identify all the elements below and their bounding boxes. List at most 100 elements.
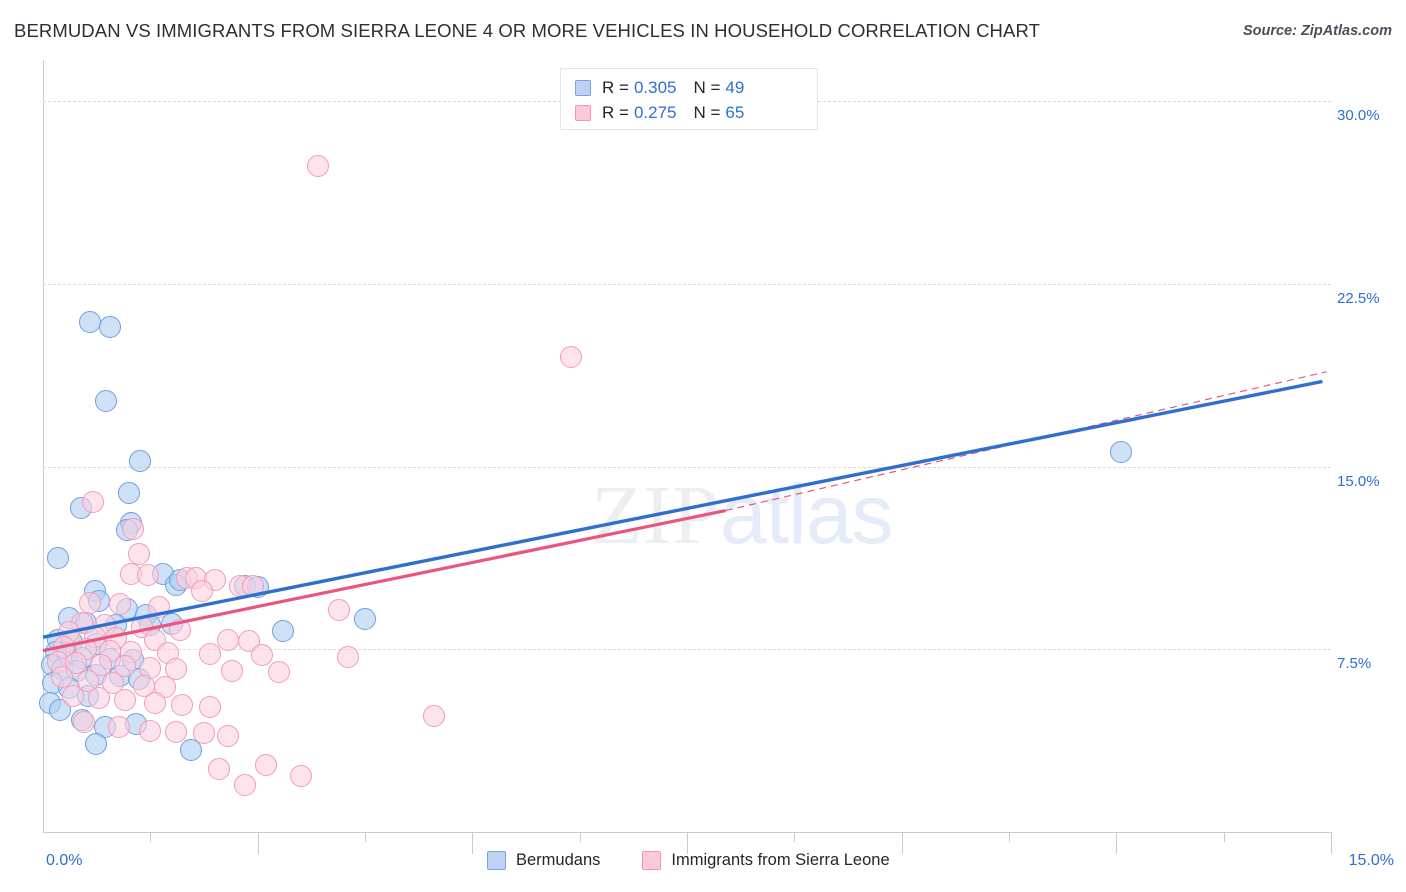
scatter-point[interactable] [171,694,194,717]
scatter-point[interactable] [250,644,273,667]
scatter-point[interactable] [117,482,140,505]
scatter-point[interactable] [233,773,256,796]
x-tick-major [257,832,259,854]
correlation-row-sierra-leone: R = 0.275 N = 65 [575,100,807,125]
scatter-point[interactable] [208,757,231,780]
trend-line-sierra-leone-extension [725,371,1327,512]
x-tick-minor [1009,832,1010,842]
page-title: BERMUDAN VS IMMIGRANTS FROM SIERRA LEONE… [14,20,1040,41]
scatter-point[interactable] [216,724,239,747]
x-tick-major [1116,832,1118,854]
scatter-point[interactable] [255,754,278,777]
scatter-point[interactable] [113,689,136,712]
scatter-point[interactable] [50,666,73,689]
scatter-point[interactable] [169,618,192,641]
scatter-point[interactable] [354,607,376,630]
scatter-point[interactable] [90,654,113,677]
x-tick-minor [579,832,581,842]
series-legend-item-sierra-leone[interactable]: Immigrants from Sierra Leone [642,851,890,870]
series-label-sierra-leone: Immigrants from Sierra Leone [671,851,890,869]
scatter-point[interactable] [199,643,222,666]
correlation-row-bermudans: R = 0.305 N = 49 [575,75,807,100]
watermark-atlas: atlas [720,467,893,561]
x-tick-minor [1223,832,1225,842]
trend-line-bermudans [42,379,1323,639]
zipatlas-watermark: ZIPatlas [591,472,893,558]
r-label-bermudans: R = [602,77,629,97]
gridline-15 [43,466,1331,468]
series-swatch-bermudans [487,851,506,870]
scatter-point[interactable] [136,564,159,587]
r-label-sierra-leone: R = [602,102,629,122]
scatter-point[interactable] [1109,441,1132,464]
n-label-sierra-leone: N = [693,102,721,122]
series-legend-item-bermudans[interactable]: Bermudans [487,851,600,870]
scatter-point[interactable] [422,705,445,728]
scatter-point[interactable] [85,733,108,756]
scatter-point[interactable] [73,711,96,734]
scatter-point[interactable] [179,739,202,762]
x-axis-max-label: 15.0% [1348,852,1394,869]
scatter-point[interactable] [165,721,188,744]
scatter-point[interactable] [289,764,312,787]
scatter-point[interactable] [216,628,239,651]
scatter-point[interactable] [147,595,170,618]
scatter-point[interactable] [143,691,166,714]
scatter-point[interactable] [129,449,152,472]
x-tick-minor [365,832,366,842]
scatter-point[interactable] [76,670,99,692]
y-tick-label: 15.0% [1337,472,1380,490]
r-value-sierra-leone: 0.275 [633,102,677,122]
n-value-bermudans: 49 [725,77,745,97]
scatter-point[interactable] [220,660,243,683]
scatter-point[interactable] [87,687,110,710]
series-legend: Bermudans Immigrants from Sierra Leone [487,851,922,870]
scatter-point[interactable] [306,154,329,177]
series-swatch-sierra-leone [642,851,662,870]
gridline-7.5 [43,649,1331,651]
scatter-point[interactable] [190,579,213,602]
x-tick-major [901,832,903,854]
x-tick-minor [150,832,152,842]
trend-lines-layer [42,371,1327,653]
gridline-22.5 [43,284,1331,286]
correlation-legend: R = 0.305 N = 49 R = 0.275 N = 65 [560,68,818,130]
scatter-point[interactable] [193,722,216,745]
legend-swatch-bermudans [575,79,591,96]
scatter-point[interactable] [79,310,102,333]
x-tick-major [472,832,474,854]
scatter-point[interactable] [94,389,117,412]
scatter-point[interactable] [98,315,121,338]
y-tick-label: 7.5% [1337,655,1372,673]
scatter-point[interactable] [81,491,104,513]
scatter-point[interactable] [268,661,291,684]
scatter-point[interactable] [272,620,295,643]
scatter-point[interactable] [46,547,69,570]
scatter-point[interactable] [113,655,136,678]
scatter-point[interactable] [199,695,222,718]
plot-area: ZIPatlas [38,60,1332,854]
scatter-point[interactable] [122,517,145,540]
scatter-point[interactable] [336,645,359,668]
x-tick-minor [794,832,796,842]
scatter-point[interactable] [560,346,583,369]
scatter-point[interactable] [107,716,130,739]
x-tick-major [1331,832,1332,854]
x-axis-min-label: 0.0% [46,852,83,869]
scatter-point[interactable] [102,672,125,695]
y-tick-label: 22.5% [1337,290,1380,308]
series-label-bermudans: Bermudans [516,851,601,869]
scatter-point[interactable] [328,599,351,622]
watermark-zip: ZIP [591,469,720,562]
legend-swatch-sierra-leone [575,104,591,121]
scatter-point[interactable] [139,719,162,742]
r-value-bermudans: 0.305 [633,77,677,97]
scatter-point[interactable] [165,657,188,680]
n-value-sierra-leone: 65 [725,102,745,122]
scatter-point[interactable] [62,684,85,707]
scatter-point[interactable] [64,651,87,674]
n-label-bermudans: N = [693,77,721,97]
x-tick-major [687,832,688,854]
y-tick-label: 30.0% [1337,107,1380,125]
